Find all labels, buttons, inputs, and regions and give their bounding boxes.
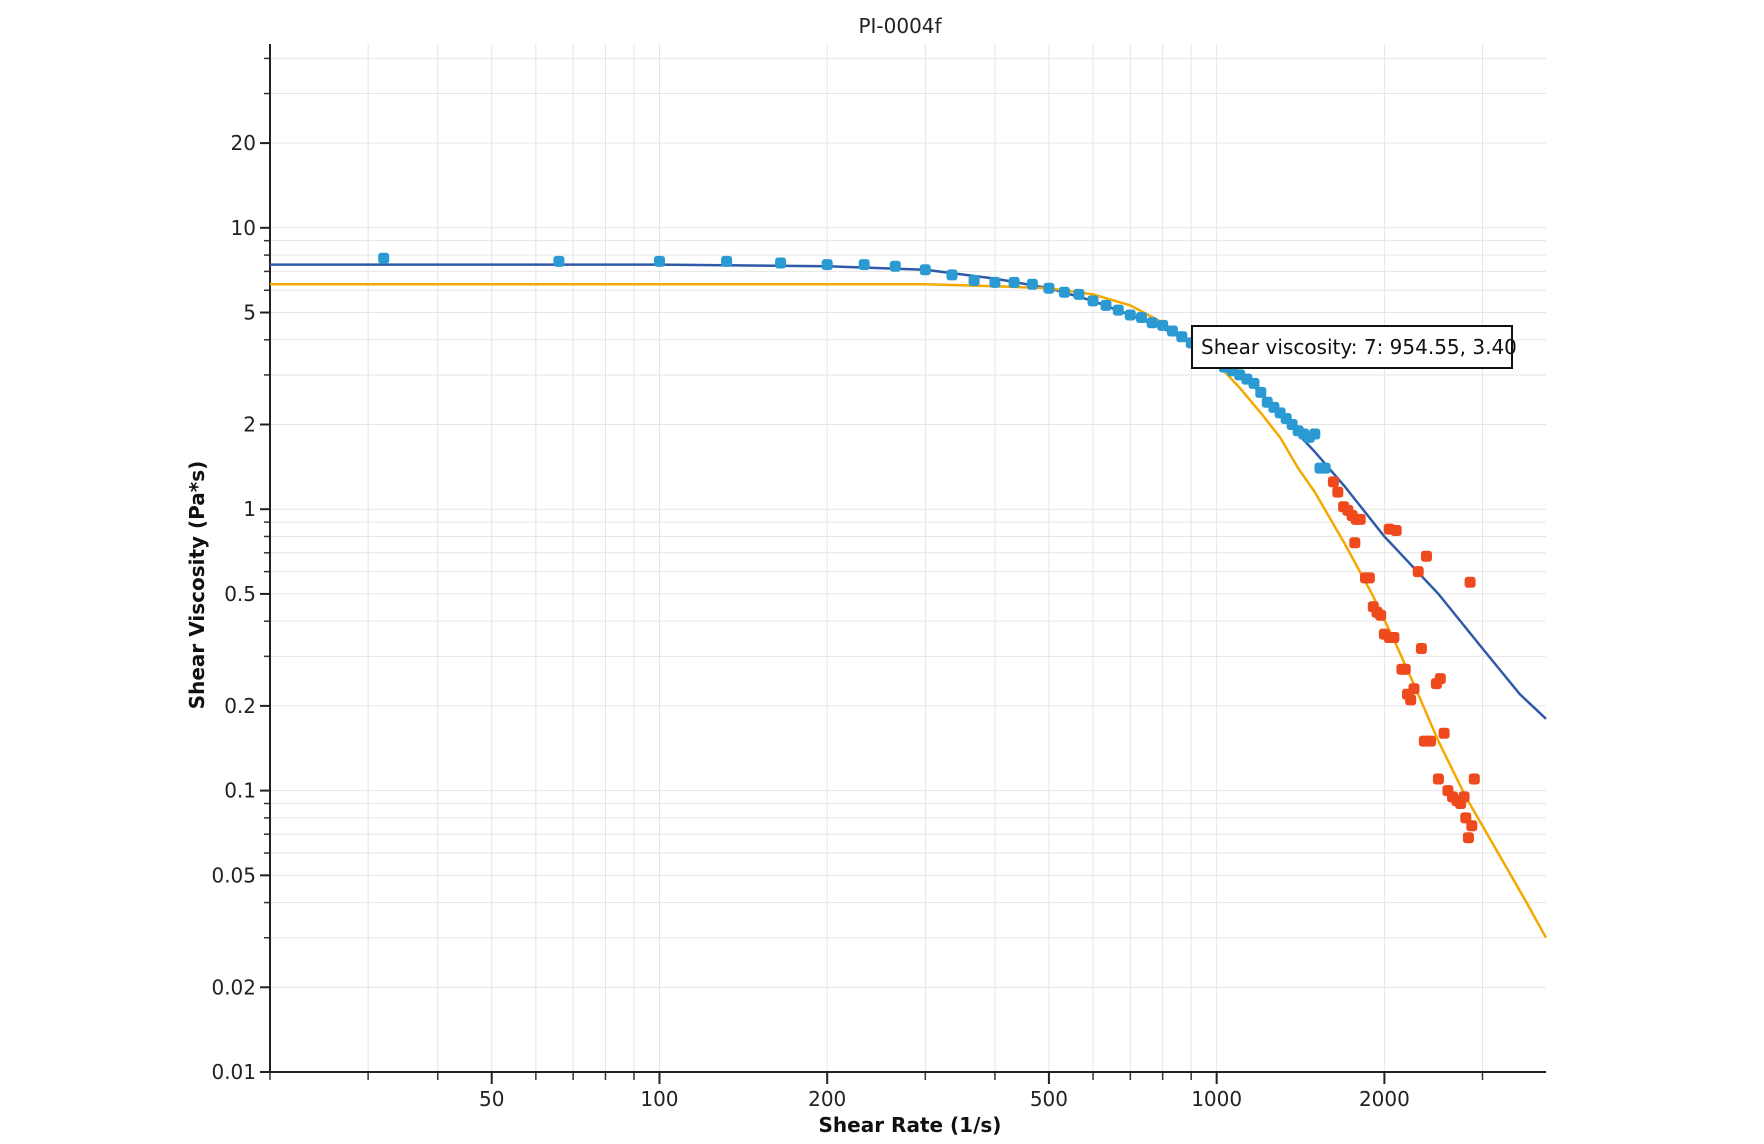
data-point	[1146, 317, 1158, 329]
data-point	[1043, 282, 1055, 294]
data-point	[1327, 476, 1339, 488]
data-point	[1425, 735, 1436, 747]
series	[270, 252, 1548, 939]
data-point	[553, 255, 565, 267]
y-tick-label: 0.2	[224, 694, 256, 718]
data-point	[1458, 791, 1470, 803]
x-tick-label: 200	[808, 1087, 846, 1111]
y-tick-label: 5	[243, 301, 256, 325]
fit-line	[270, 283, 1548, 939]
data-point	[1136, 312, 1147, 323]
data-point	[1466, 820, 1478, 832]
data-point	[1408, 683, 1420, 695]
tooltip-text: Shear viscosity: 7: 954.55, 3.40	[1201, 335, 1517, 359]
data-point	[968, 275, 980, 286]
data-point	[378, 252, 390, 264]
data-point	[1390, 525, 1402, 536]
data-point	[775, 257, 787, 269]
y-tick-label: 1	[243, 497, 256, 521]
data-point	[1248, 377, 1260, 389]
data-tooltip: Shear viscosity: 7: 954.55, 3.40	[1191, 325, 1517, 369]
data-point	[889, 260, 901, 272]
y-axis-title: Shear Viscosity (Pa*s)	[185, 461, 209, 710]
y-tick-label: 0.5	[224, 582, 256, 606]
data-point	[1087, 295, 1099, 307]
data-point	[858, 259, 870, 271]
data-point	[1438, 727, 1450, 739]
data-point	[1462, 832, 1474, 844]
data-point	[1421, 550, 1432, 562]
y-tick-label: 0.01	[211, 1060, 256, 1084]
data-point	[1332, 486, 1344, 498]
data-point	[1008, 276, 1020, 288]
data-point	[946, 269, 958, 281]
data-point	[1349, 537, 1361, 549]
data-point	[721, 255, 733, 267]
data-point	[1388, 632, 1400, 643]
data-point	[1363, 572, 1375, 584]
y-tick-label: 10	[231, 216, 256, 240]
x-tick-label: 500	[1030, 1087, 1068, 1111]
data-point	[1073, 288, 1085, 300]
chart-title: PI-0004f	[858, 14, 942, 38]
x-tick-label: 1000	[1191, 1087, 1242, 1111]
data-point	[821, 259, 833, 271]
x-axis-title: Shear Rate (1/s)	[819, 1113, 1002, 1137]
x-tick-label: 2000	[1359, 1087, 1410, 1111]
data-point	[1415, 643, 1427, 654]
tooltip-box	[1191, 325, 1513, 369]
grid	[269, 44, 1546, 1073]
axes: 20 10 5 2 1 0.5 0.2 0.1 0.05 0.02 0.01 50 100 200 500 1…	[211, 44, 1546, 1111]
data-point	[1412, 566, 1424, 578]
x-tick-label: 100	[640, 1087, 678, 1111]
data-point	[1124, 309, 1136, 321]
data-point	[1157, 319, 1169, 331]
data-point	[1176, 331, 1188, 343]
y-tick-label: 0.1	[224, 779, 256, 803]
data-point	[1399, 663, 1411, 675]
data-point	[1319, 462, 1331, 474]
y-tick-label: 0.05	[211, 863, 256, 887]
data-point	[1100, 299, 1112, 311]
y-tick-label: 20	[231, 131, 256, 155]
data-point	[1112, 304, 1124, 316]
data-point	[1434, 673, 1446, 685]
data-point	[1405, 694, 1417, 706]
y-tick-label: 2	[243, 412, 256, 436]
data-point	[1058, 286, 1070, 298]
data-point	[1309, 428, 1321, 440]
x-tick-label: 50	[479, 1087, 504, 1111]
data-point	[919, 264, 931, 276]
data-point	[1026, 278, 1038, 290]
data-point	[1255, 386, 1267, 398]
data-point	[1464, 576, 1476, 588]
data-point	[989, 276, 1001, 288]
data-point	[1354, 513, 1366, 525]
data-point	[1432, 773, 1444, 785]
data-point	[1166, 325, 1178, 337]
y-tick-label: 0.02	[211, 975, 256, 999]
data-point	[1468, 773, 1480, 785]
data-point	[654, 255, 665, 267]
data-point	[1375, 609, 1387, 621]
